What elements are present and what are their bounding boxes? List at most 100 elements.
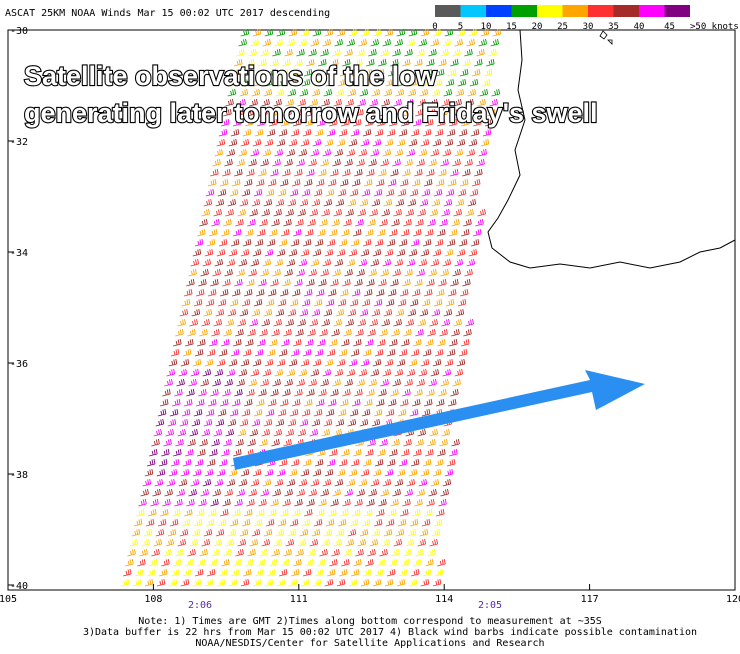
barb (164, 488, 173, 497)
barb (374, 568, 384, 577)
barb (286, 148, 295, 157)
barb (146, 458, 156, 467)
arrow (233, 370, 645, 470)
barb (385, 408, 395, 417)
barb (210, 168, 219, 177)
barb (323, 198, 333, 207)
barb (379, 218, 388, 227)
barb (444, 358, 454, 367)
barb (344, 48, 353, 57)
barb (332, 158, 341, 167)
lon-label: 111 (290, 594, 308, 605)
barb (300, 138, 310, 147)
barb (240, 28, 250, 37)
barb (306, 58, 315, 67)
barb (402, 498, 411, 507)
barb (447, 398, 457, 407)
barb (364, 508, 373, 517)
barb (329, 228, 338, 237)
barb (227, 528, 237, 537)
barb (461, 228, 470, 237)
barb (287, 198, 297, 207)
barb (307, 548, 316, 557)
barb (239, 198, 249, 207)
barb (302, 348, 312, 357)
barb (330, 498, 339, 507)
barb (461, 338, 470, 347)
barb (323, 308, 333, 317)
barb (403, 108, 412, 117)
barb (309, 208, 318, 217)
barb (171, 398, 181, 407)
barb (300, 248, 310, 257)
barb (389, 558, 398, 567)
barb (359, 198, 369, 207)
barb (192, 248, 202, 257)
barb (209, 558, 218, 567)
barb (233, 338, 242, 347)
barb (396, 248, 406, 257)
barb (336, 468, 346, 477)
barb (341, 228, 350, 237)
barb (429, 428, 438, 437)
barb (456, 138, 466, 147)
barb (220, 508, 229, 517)
barb (313, 518, 323, 527)
barb (227, 198, 237, 207)
barb (422, 568, 432, 577)
barb (260, 268, 269, 277)
barb (294, 498, 303, 507)
barb (331, 328, 340, 337)
barb (227, 88, 237, 97)
barb (446, 128, 456, 137)
barb (214, 148, 223, 157)
barb (436, 508, 445, 517)
barb (198, 388, 207, 397)
barb (236, 488, 245, 497)
barb (218, 238, 228, 247)
barb (457, 78, 467, 87)
barb (285, 208, 294, 217)
barb (225, 318, 234, 327)
barb (271, 438, 280, 447)
barb (136, 508, 145, 517)
barb (466, 38, 475, 47)
barb (294, 388, 303, 397)
barb (336, 578, 346, 587)
barb (302, 458, 312, 467)
barb (464, 268, 473, 277)
barb (307, 218, 316, 227)
barb (198, 278, 207, 287)
barb (343, 218, 352, 227)
barb (310, 258, 320, 267)
barb (222, 168, 231, 177)
barb (169, 408, 179, 417)
barb (265, 408, 275, 417)
barb (156, 468, 166, 477)
barb (360, 28, 370, 37)
barb (273, 428, 282, 437)
barb (356, 378, 365, 387)
barb (365, 558, 374, 567)
barb (125, 558, 134, 567)
barb (180, 468, 190, 477)
barb (396, 138, 406, 147)
barb (241, 188, 251, 197)
barb (262, 38, 271, 47)
legend-label: 10 (481, 22, 492, 32)
barb (352, 508, 361, 517)
barb (408, 578, 418, 587)
barb (334, 368, 344, 377)
barb (240, 358, 250, 367)
barb (258, 278, 267, 287)
barb (395, 308, 405, 317)
barb (452, 268, 461, 277)
barb (421, 78, 431, 87)
barb (290, 458, 300, 467)
barb (264, 28, 274, 37)
barb (432, 248, 442, 257)
barb (179, 418, 189, 427)
barb (403, 438, 412, 447)
barb (226, 148, 235, 157)
barb (397, 408, 407, 417)
